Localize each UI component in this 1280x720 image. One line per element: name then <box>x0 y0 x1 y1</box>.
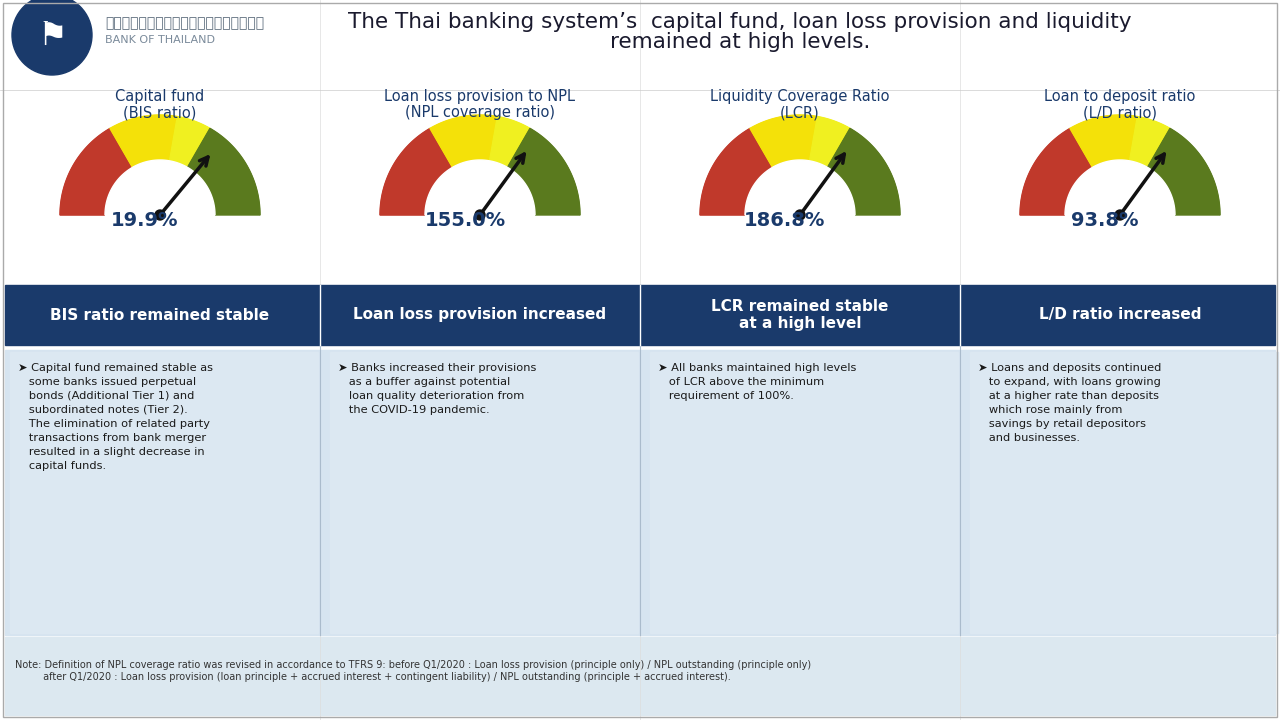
Polygon shape <box>1020 128 1093 215</box>
Polygon shape <box>507 128 580 215</box>
Bar <box>10 352 317 633</box>
Circle shape <box>475 210 485 220</box>
Bar <box>0 90 1280 330</box>
Circle shape <box>155 210 165 220</box>
Text: (LCR): (LCR) <box>780 106 820 120</box>
Text: ⚑: ⚑ <box>37 19 67 52</box>
Polygon shape <box>1147 128 1220 215</box>
Text: 155.0%: 155.0% <box>425 210 506 230</box>
Text: 186.8%: 186.8% <box>744 210 826 230</box>
Bar <box>5 637 1275 715</box>
Text: ➤ All banks maintained high levels
   of LCR above the minimum
   requirement of: ➤ All banks maintained high levels of LC… <box>658 363 856 401</box>
Text: Loan to deposit ratio: Loan to deposit ratio <box>1044 89 1196 104</box>
Text: (NPL coverage ratio): (NPL coverage ratio) <box>404 106 556 120</box>
Polygon shape <box>809 117 850 167</box>
Text: 19.9%: 19.9% <box>111 210 179 230</box>
Circle shape <box>1115 210 1125 220</box>
Polygon shape <box>700 128 773 215</box>
Text: (L/D ratio): (L/D ratio) <box>1083 106 1157 120</box>
Text: 93.8%: 93.8% <box>1071 210 1139 230</box>
Bar <box>650 352 957 633</box>
Polygon shape <box>110 115 178 167</box>
Text: BANK OF THAILAND: BANK OF THAILAND <box>105 35 215 45</box>
Polygon shape <box>430 115 498 167</box>
Polygon shape <box>1129 117 1170 167</box>
Text: L/D ratio increased: L/D ratio increased <box>1039 307 1201 323</box>
Text: The Thai banking system’s  capital fund, loan loss provision and liquidity: The Thai banking system’s capital fund, … <box>348 12 1132 32</box>
Text: remained at high levels.: remained at high levels. <box>609 32 870 52</box>
Polygon shape <box>187 128 260 215</box>
Text: BIS ratio remained stable: BIS ratio remained stable <box>50 307 270 323</box>
Text: ➤ Banks increased their provisions
   as a buffer against potential
   loan qual: ➤ Banks increased their provisions as a … <box>338 363 536 415</box>
Text: Note: Definition of NPL coverage ratio was revised in accordance to TFRS 9: befo: Note: Definition of NPL coverage ratio w… <box>15 660 812 682</box>
Circle shape <box>795 210 805 220</box>
Polygon shape <box>169 117 210 167</box>
Polygon shape <box>750 115 818 167</box>
Polygon shape <box>380 128 453 215</box>
Text: ธนาคารแห่งประเทศไทย: ธนาคารแห่งประเทศไทย <box>105 16 264 30</box>
Polygon shape <box>105 160 215 215</box>
Text: ➤ Loans and deposits continued
   to expand, with loans growing
   at a higher r: ➤ Loans and deposits continued to expand… <box>978 363 1161 443</box>
Polygon shape <box>745 160 855 215</box>
Text: Capital fund: Capital fund <box>115 89 205 104</box>
Text: (BIS ratio): (BIS ratio) <box>123 106 197 120</box>
Circle shape <box>12 0 92 75</box>
Polygon shape <box>425 160 535 215</box>
Text: Loan loss provision to NPL: Loan loss provision to NPL <box>384 89 576 104</box>
Polygon shape <box>489 117 530 167</box>
Text: Loan loss provision increased: Loan loss provision increased <box>353 307 607 323</box>
Polygon shape <box>827 128 900 215</box>
Bar <box>330 352 637 633</box>
Text: LCR remained stable
at a high level: LCR remained stable at a high level <box>712 299 888 331</box>
Text: Liquidity Coverage Ratio: Liquidity Coverage Ratio <box>710 89 890 104</box>
Bar <box>970 352 1277 633</box>
Bar <box>5 285 1275 345</box>
Text: ➤ Capital fund remained stable as
   some banks issued perpetual
   bonds (Addit: ➤ Capital fund remained stable as some b… <box>18 363 212 471</box>
Polygon shape <box>60 128 133 215</box>
Bar <box>5 350 1275 635</box>
Bar <box>0 0 1280 90</box>
Polygon shape <box>1065 160 1175 215</box>
Polygon shape <box>1070 115 1138 167</box>
